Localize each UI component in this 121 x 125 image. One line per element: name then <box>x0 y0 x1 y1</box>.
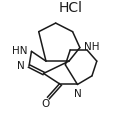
Text: HCl: HCl <box>58 1 82 15</box>
Text: HN: HN <box>12 46 27 56</box>
Text: NH: NH <box>84 42 100 52</box>
Text: N: N <box>74 89 81 99</box>
Text: O: O <box>42 99 50 109</box>
Text: N: N <box>17 61 25 71</box>
